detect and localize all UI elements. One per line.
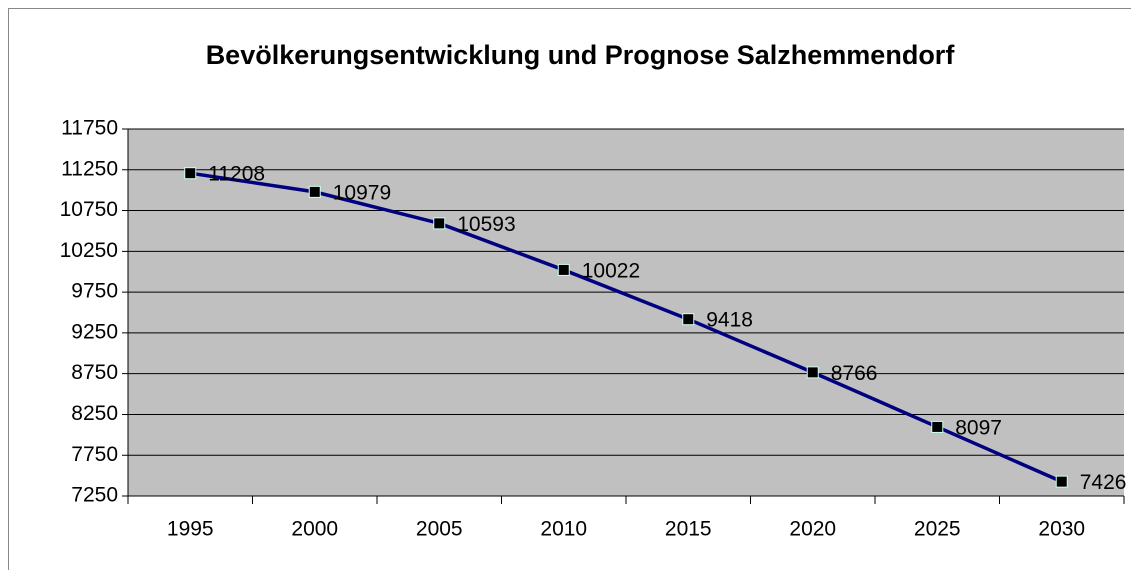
marker [433,217,446,230]
plot-area [128,129,1124,496]
marker [557,263,570,276]
x-tick-label: 2025 [914,518,961,541]
marker [308,185,321,198]
y-tick-label: 9750 [71,280,118,303]
data-label: 8097 [955,416,1002,439]
x-tick-label: 2005 [416,518,463,541]
data-label: 10022 [582,259,640,282]
x-tick-label: 1995 [167,518,214,541]
data-label: 10593 [457,213,515,236]
y-tick-label: 10250 [60,239,118,262]
x-tick-label: 2000 [291,518,338,541]
x-tick-label: 2030 [1038,518,1085,541]
marker [806,366,819,379]
y-tick-label: 7250 [71,484,118,507]
x-tick-label: 2010 [540,518,587,541]
y-tick-label: 8750 [71,361,118,384]
chart-title: Bevölkerungsentwicklung und Prognose Sal… [206,40,956,70]
y-tick-label: 11250 [61,157,118,180]
marker [931,420,944,433]
data-label: 10979 [333,181,391,204]
data-label: 7426 [1080,471,1127,494]
x-tick-label: 2020 [789,518,836,541]
y-tick-label: 8250 [71,402,118,425]
y-tick-label: 7750 [71,443,118,466]
y-tick-label: 9250 [71,320,118,343]
data-label: 8766 [831,362,878,385]
marker [1055,475,1068,488]
data-label: 11208 [208,163,265,186]
marker [184,167,197,180]
x-tick-label: 2015 [665,518,712,541]
y-tick-label: 11750 [61,117,118,140]
marker [682,313,695,326]
y-tick-label: 10750 [60,198,118,221]
series-line [189,171,1063,484]
data-label: 9418 [706,309,753,332]
